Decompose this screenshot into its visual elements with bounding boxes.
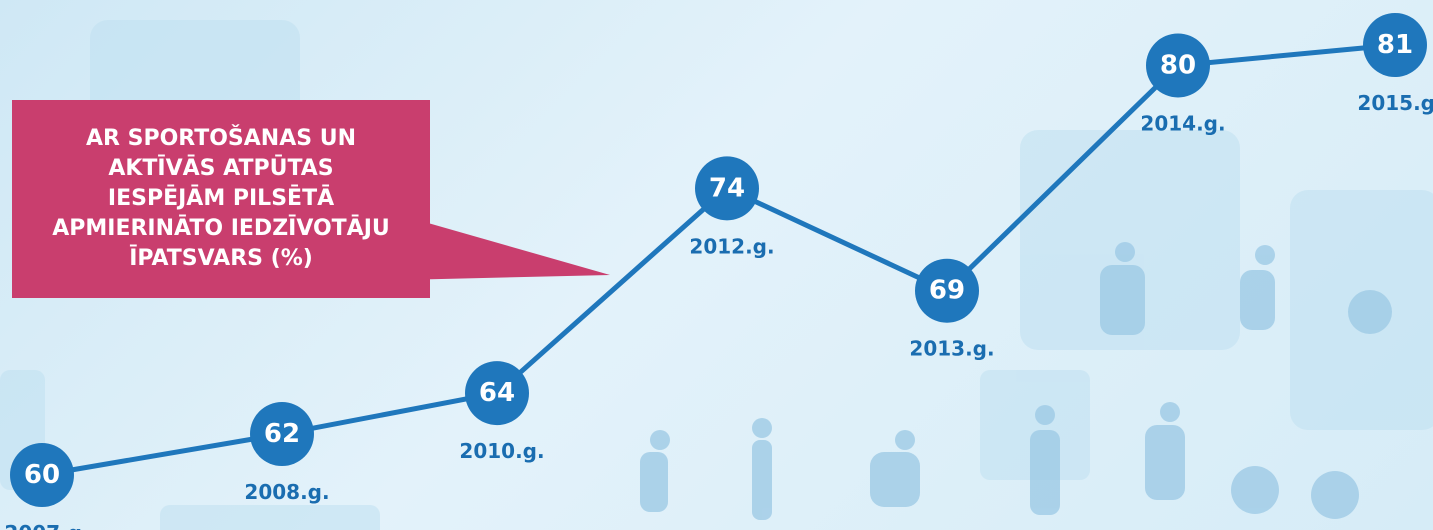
value-label: 81 xyxy=(1377,30,1413,60)
value-label: 69 xyxy=(929,276,965,306)
value-label: 80 xyxy=(1160,50,1196,80)
category-label: 2007.g. xyxy=(4,521,89,530)
category-label: 2010.g. xyxy=(459,439,544,463)
category-label: 2008.g. xyxy=(244,480,329,504)
category-label: 2015.g. xyxy=(1357,91,1433,115)
value-label: 60 xyxy=(24,460,60,490)
category-label: 2013.g. xyxy=(909,337,994,361)
value-label: 64 xyxy=(479,378,515,408)
value-label: 62 xyxy=(264,419,300,449)
callout-pointer xyxy=(400,215,610,280)
value-label: 74 xyxy=(709,173,745,203)
infographic: 60 2007.g. 62 2008.g. 64 2010.g. 74 2012.g. 69 20… xyxy=(0,0,1433,530)
category-label: 2012.g. xyxy=(689,234,774,258)
category-label: 2014.g. xyxy=(1140,111,1225,135)
chart-title: AR SPORTOŠANAS UN AKTĪVĀS ATPŪTAS IESPĒJ… xyxy=(12,100,430,298)
